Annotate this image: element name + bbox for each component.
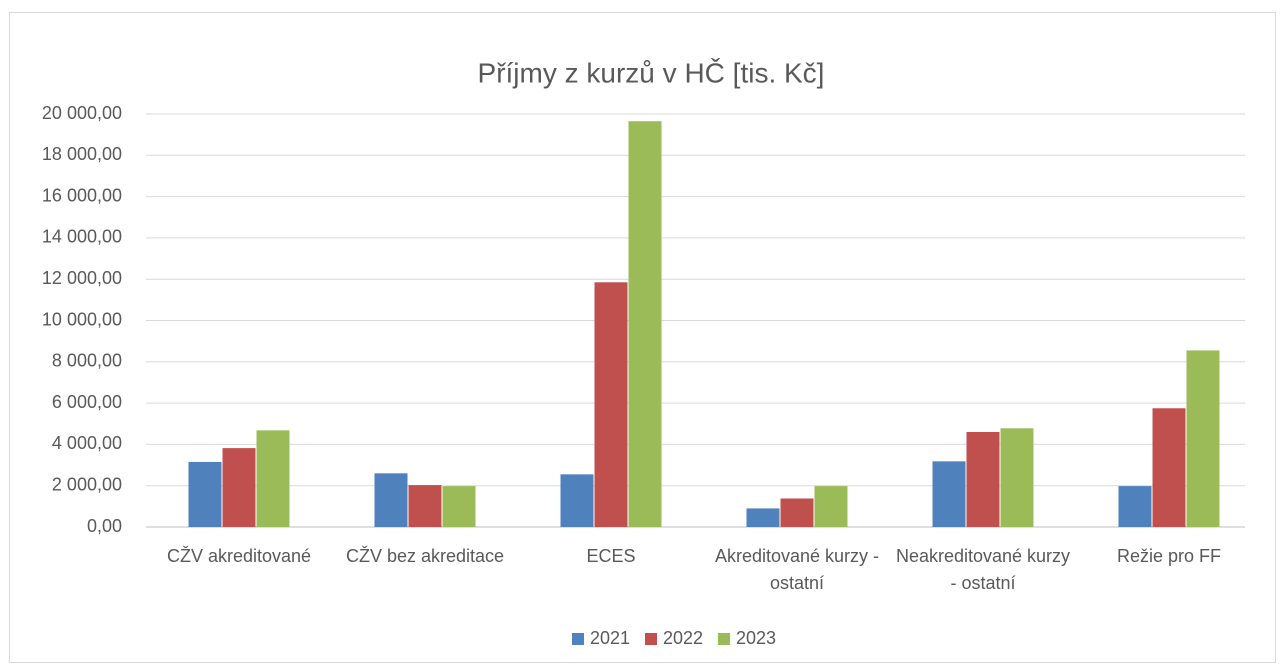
bar [966, 432, 1000, 527]
bar [1186, 350, 1220, 527]
bar [594, 282, 628, 527]
legend-swatch [645, 633, 657, 645]
x-tick-label: ECES [586, 546, 636, 566]
bar [932, 461, 966, 527]
bar [188, 461, 222, 527]
y-tick-label: 10 000,00 [42, 309, 122, 329]
bar [628, 121, 662, 527]
legend-label: 2023 [736, 628, 776, 648]
y-tick-label: 0,00 [87, 516, 122, 536]
bar [374, 473, 408, 527]
bar [222, 448, 256, 527]
x-tick-label: Režie pro FF [1116, 546, 1222, 566]
bar [1118, 486, 1152, 527]
y-tick-label: 12 000,00 [42, 268, 122, 288]
x-tick-label: CŽV akreditované [166, 546, 312, 566]
y-tick-label: 14 000,00 [42, 227, 122, 247]
legend-label: 2021 [590, 628, 630, 648]
legend-swatch [718, 633, 730, 645]
y-tick-label: 16 000,00 [42, 185, 122, 205]
chart-title: Příjmy z kurzů v HČ [tis. Kč] [478, 57, 825, 88]
bar [256, 430, 290, 527]
bar [408, 485, 442, 527]
bar [1152, 408, 1186, 527]
y-tick-label: 18 000,00 [42, 144, 122, 164]
legend-label: 2022 [663, 628, 703, 648]
legend-swatch [572, 633, 584, 645]
bar [1000, 428, 1034, 527]
y-tick-label: 4 000,00 [52, 433, 122, 453]
bar [780, 498, 814, 527]
bar [746, 508, 780, 527]
bar [560, 474, 594, 527]
x-tick-label: Neakreditované kurzy - ostatní [895, 546, 1071, 593]
x-tick-label: Akreditované kurzy - ostatní [714, 546, 880, 593]
y-tick-label: 6 000,00 [52, 392, 122, 412]
y-tick-label: 2 000,00 [52, 474, 122, 494]
bar [442, 486, 476, 527]
x-tick-label: CŽV bez akreditace [345, 546, 505, 566]
y-tick-label: 20 000,00 [42, 103, 122, 123]
y-tick-label: 8 000,00 [52, 351, 122, 371]
bar [814, 486, 848, 527]
